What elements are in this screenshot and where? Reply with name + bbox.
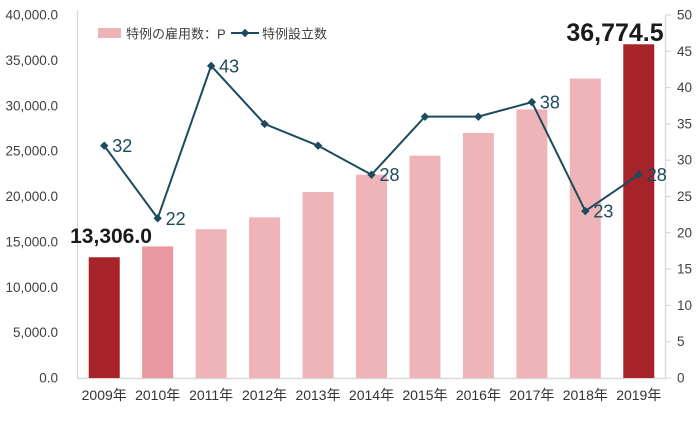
bar-data-label: 36,774.5: [566, 19, 663, 47]
line-marker-2013年: [313, 141, 323, 150]
y-axis-left-tick-label: 25,000.0: [5, 144, 58, 159]
bar-data-label: 13,306.0: [70, 225, 152, 248]
y-axis-left-tick-label: 10,000.0: [5, 280, 58, 295]
y-axis-right-tick-label: 50: [677, 8, 692, 23]
y-axis-right-tick-label: 30: [677, 153, 692, 168]
y-axis-right-tick-label: 25: [677, 189, 692, 204]
line-marker-2011年: [206, 61, 216, 71]
y-axis-right-tick-label: 15: [677, 262, 692, 277]
line-data-label: 23: [593, 202, 613, 222]
bar-2012年: [249, 217, 281, 378]
line-marker-2019年: [634, 170, 643, 179]
line-marker-2010年: [153, 214, 162, 223]
bar-2013年: [302, 191, 334, 378]
y-axis-left-tick-label: 15,000.0: [5, 234, 58, 249]
bar-2015年: [409, 155, 441, 378]
x-axis-category-label: 2017年: [509, 387, 554, 403]
y-axis-right-tick-label: 0: [677, 371, 685, 386]
line-data-label: 43: [219, 56, 239, 76]
legend-label-line-series: 特例設立数: [262, 27, 327, 42]
bar-2010年: [142, 246, 174, 378]
line-marker-2016年: [474, 112, 483, 121]
bar-2017年: [516, 109, 548, 378]
x-axis-category-label: 2014年: [349, 387, 394, 403]
x-axis-category-label: 2009年: [82, 387, 127, 403]
x-axis-category-label: 2015年: [402, 387, 447, 403]
y-axis-left-tick-label: 35,000.0: [5, 53, 58, 68]
line-marker-2015年: [420, 112, 430, 121]
line-data-label: 28: [380, 165, 400, 185]
y-axis-right-tick-label: 10: [677, 298, 692, 313]
line-data-label: 32: [112, 136, 132, 156]
y-axis-left-tick-label: 0.0: [39, 371, 58, 386]
bar-2016年: [462, 132, 494, 378]
line-data-label: 28: [647, 165, 667, 185]
bar-2019年: [623, 44, 655, 378]
line-marker-2014年: [367, 170, 376, 179]
y-axis-right-tick-label: 40: [677, 80, 692, 95]
bar-2009年: [88, 257, 120, 378]
y-axis-left-tick-label: 20,000.0: [5, 189, 58, 204]
line-marker-2018年: [581, 206, 590, 216]
bar-2018年: [569, 78, 601, 379]
y-axis-left-tick-label: 5,000.0: [13, 325, 58, 340]
x-axis-category-label: 2010年: [135, 387, 180, 403]
y-axis-right-tick-label: 20: [677, 225, 692, 240]
line-data-label: 22: [166, 209, 186, 229]
x-axis-category-label: 2012年: [242, 387, 287, 403]
x-axis-category-label: 2013年: [295, 387, 340, 403]
line-marker-2017年: [527, 97, 537, 107]
x-axis-category-label: 2016年: [456, 387, 501, 403]
line-data-label: 38: [540, 93, 560, 113]
x-axis-category-label: 2018年: [563, 387, 608, 403]
y-axis-left-tick-label: 30,000.0: [5, 98, 58, 113]
legend: 特例の雇用数：P 特例設立数: [98, 27, 327, 42]
bar-2014年: [356, 174, 387, 378]
x-axis-category-label: 2011年: [189, 387, 233, 403]
bar-2011年: [195, 229, 227, 378]
line-marker-2012年: [260, 119, 269, 129]
line-marker-2009年: [100, 141, 109, 150]
y-axis-right-tick-label: 35: [677, 116, 692, 131]
y-axis-right-tick-label: 5: [677, 334, 685, 349]
x-axis-category-label: 2019年: [616, 387, 661, 403]
legend-bar-swatch-icon: [98, 28, 121, 38]
y-axis-left-tick-label: 40,000.0: [5, 8, 58, 23]
y-axis-right-tick-label: 45: [677, 44, 692, 59]
legend-label-bar-series: 特例の雇用数：P: [126, 27, 226, 42]
legend-line-marker-icon: [240, 28, 250, 38]
